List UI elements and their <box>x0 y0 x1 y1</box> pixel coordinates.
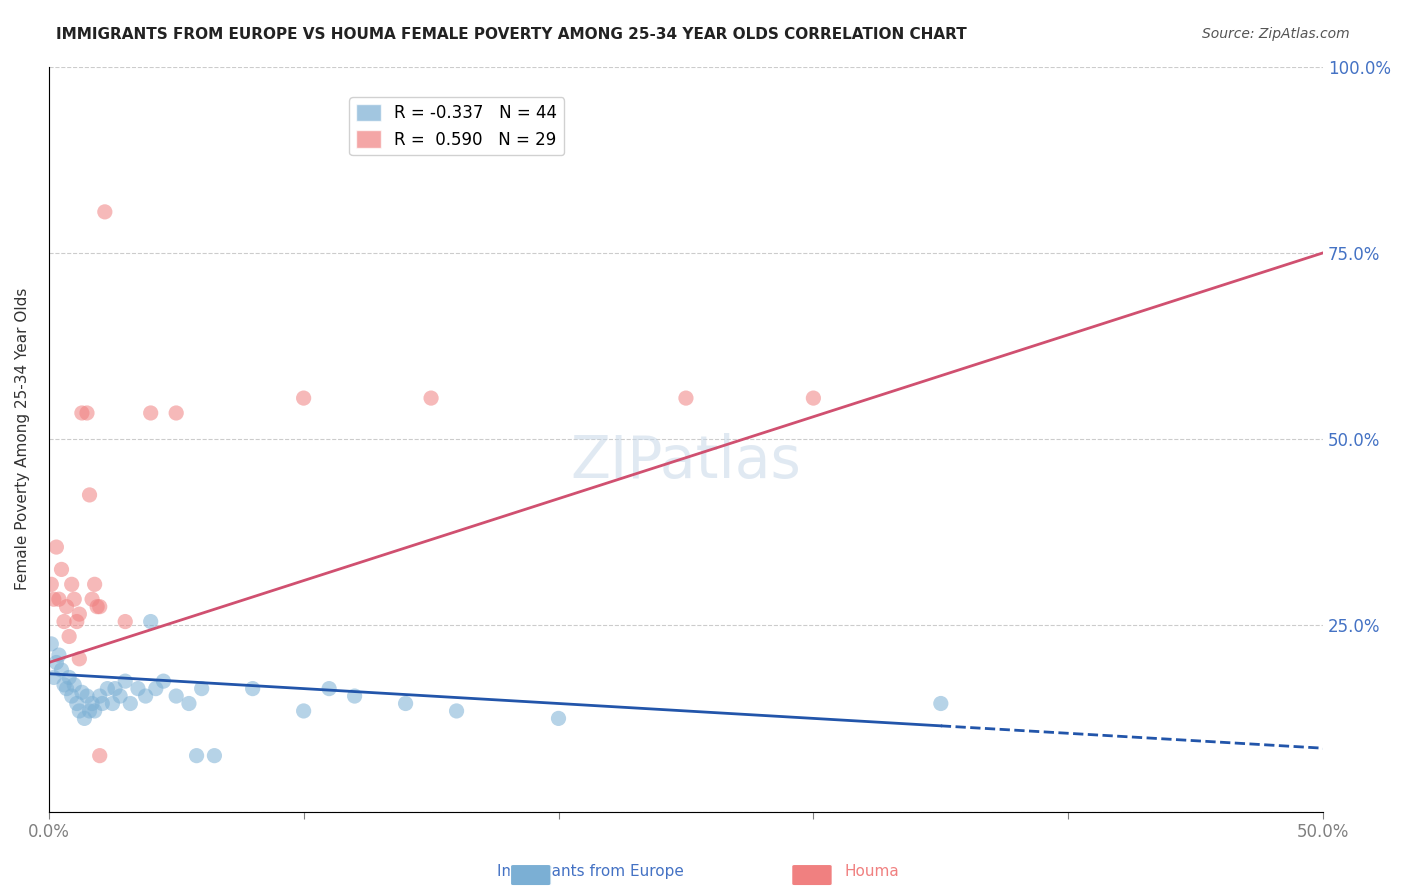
Point <box>76 689 98 703</box>
Text: Houma: Houma <box>845 863 898 879</box>
Point <box>186 748 208 763</box>
Point <box>70 406 93 420</box>
Point <box>60 577 83 591</box>
Point <box>139 406 162 420</box>
Point <box>420 391 443 405</box>
Legend: R = -0.337   N = 44, R =  0.590   N = 29: R = -0.337 N = 44, R = 0.590 N = 29 <box>349 97 564 155</box>
Point <box>66 697 89 711</box>
Point <box>48 592 70 607</box>
Point <box>89 689 111 703</box>
Point <box>79 488 101 502</box>
Point <box>190 681 212 696</box>
Point <box>48 648 70 662</box>
Point <box>547 711 569 725</box>
Point <box>67 607 90 621</box>
Point <box>135 689 157 703</box>
Point <box>80 697 103 711</box>
Point <box>394 697 416 711</box>
Point <box>80 592 103 607</box>
Point <box>63 592 86 607</box>
Point <box>70 685 93 699</box>
Point <box>91 697 114 711</box>
Point <box>63 678 86 692</box>
Point <box>42 670 65 684</box>
Point <box>145 681 167 696</box>
Point <box>89 599 111 614</box>
Point <box>177 697 200 711</box>
Text: IMMIGRANTS FROM EUROPE VS HOUMA FEMALE POVERTY AMONG 25-34 YEAR OLDS CORRELATION: IMMIGRANTS FROM EUROPE VS HOUMA FEMALE P… <box>56 27 967 42</box>
Text: Immigrants from Europe: Immigrants from Europe <box>498 863 683 879</box>
Point <box>108 689 131 703</box>
Point <box>139 615 162 629</box>
Point <box>55 681 77 696</box>
Point <box>127 681 149 696</box>
Point <box>318 681 340 696</box>
Point <box>292 391 315 405</box>
Point <box>114 615 136 629</box>
Point <box>83 577 105 591</box>
Point <box>79 704 101 718</box>
Point <box>929 697 952 711</box>
Point <box>242 681 264 696</box>
Point <box>165 406 187 420</box>
Point <box>94 205 117 219</box>
Point <box>675 391 697 405</box>
Point <box>104 681 127 696</box>
Point <box>76 406 98 420</box>
Point <box>86 599 108 614</box>
Point <box>39 637 62 651</box>
Point <box>45 656 67 670</box>
Point <box>58 670 80 684</box>
Point <box>55 599 77 614</box>
Point <box>58 630 80 644</box>
Point <box>51 562 73 576</box>
Point <box>66 615 89 629</box>
Point <box>67 652 90 666</box>
Point <box>120 697 142 711</box>
Point <box>45 540 67 554</box>
Point <box>53 678 76 692</box>
Point <box>204 748 226 763</box>
Point <box>39 577 62 591</box>
Point <box>343 689 366 703</box>
Point <box>60 689 83 703</box>
Point <box>42 592 65 607</box>
Y-axis label: Female Poverty Among 25-34 Year Olds: Female Poverty Among 25-34 Year Olds <box>15 288 30 591</box>
Text: ZIPatlas: ZIPatlas <box>571 433 801 490</box>
Point <box>446 704 468 718</box>
Point <box>292 704 315 718</box>
Point <box>114 674 136 689</box>
Point <box>803 391 825 405</box>
Point <box>73 711 96 725</box>
Point <box>67 704 90 718</box>
Point <box>101 697 124 711</box>
Point <box>89 748 111 763</box>
Point <box>152 674 174 689</box>
Point <box>83 704 105 718</box>
Point <box>165 689 187 703</box>
Text: Source: ZipAtlas.com: Source: ZipAtlas.com <box>1202 27 1350 41</box>
Point <box>96 681 118 696</box>
Point <box>53 615 76 629</box>
Point <box>51 663 73 677</box>
